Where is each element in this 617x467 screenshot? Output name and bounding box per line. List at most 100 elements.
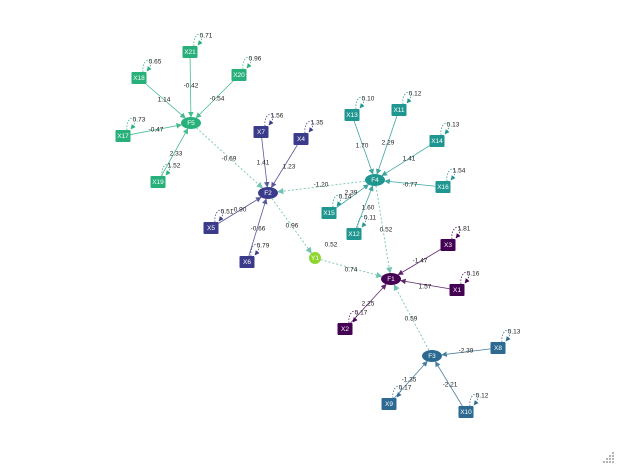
variance-loop-x10[interactable] <box>469 393 479 407</box>
edge-label-x10-f3: -2.21 <box>443 382 458 389</box>
variance-label-x7: 1.56 <box>271 113 284 120</box>
node-x6[interactable]: X6 <box>239 256 255 268</box>
variance-label-x20: 0.96 <box>249 56 262 63</box>
edge-x7-f2[interactable] <box>261 137 270 188</box>
variance-loop-x3[interactable] <box>451 226 461 240</box>
node-f1[interactable]: F1 <box>381 273 401 285</box>
variance-loop-x7[interactable] <box>264 113 274 127</box>
variance-loop-x9[interactable] <box>392 385 402 399</box>
node-x13[interactable]: X13 <box>344 109 360 121</box>
variance-loop-x6[interactable] <box>250 243 260 257</box>
edge-f5-f2[interactable] <box>196 127 263 189</box>
edge-x11-f4[interactable] <box>376 115 398 175</box>
edge-x6-f2[interactable] <box>248 198 268 257</box>
node-x14[interactable]: X14 <box>429 135 445 147</box>
node-x10[interactable]: X10 <box>458 406 474 418</box>
edge-x5-f2[interactable] <box>218 196 262 224</box>
node-shape-f1 <box>381 273 401 285</box>
edge-x18-f5[interactable] <box>145 83 186 119</box>
node-x1[interactable]: X1 <box>449 284 465 296</box>
node-shape-x14 <box>429 135 445 147</box>
variance-loop-x5[interactable] <box>214 209 224 223</box>
edge-x12-f4[interactable] <box>355 185 374 229</box>
node-x2[interactable]: X2 <box>337 323 353 335</box>
edge-x3-f1[interactable] <box>397 249 441 276</box>
node-label-x19: X19 <box>152 179 164 186</box>
node-y1[interactable]: Y1 <box>309 252 321 264</box>
node-label-x12: X12 <box>348 231 360 238</box>
variance-loop-x8[interactable] <box>501 329 511 343</box>
edge-x8-f3[interactable] <box>441 348 491 357</box>
node-f5[interactable]: F5 <box>181 117 201 129</box>
node-x7[interactable]: X7 <box>253 126 269 138</box>
edge-x19-f5[interactable] <box>161 128 189 177</box>
edge-x20-f5[interactable] <box>195 80 234 119</box>
edge-label-x16-f4: -0.77 <box>403 182 418 189</box>
variance-loop-x21[interactable] <box>193 33 203 47</box>
variance-loop-x1[interactable] <box>460 271 470 285</box>
node-x4[interactable]: X4 <box>293 133 309 145</box>
variance-loop-x20[interactable] <box>242 56 252 70</box>
edge-label-x12-f4: 1.60 <box>362 205 375 212</box>
edge-x13-f4[interactable] <box>353 120 374 175</box>
node-label-x2: X2 <box>341 326 349 333</box>
edge-x10-f3[interactable] <box>435 361 463 407</box>
node-shape-x16 <box>435 181 451 193</box>
node-x16[interactable]: X16 <box>435 181 451 193</box>
variance-loop-x16[interactable] <box>446 168 456 182</box>
node-x9[interactable]: X9 <box>381 398 397 410</box>
edge-f3-f1[interactable] <box>393 284 430 351</box>
variance-loop-x15[interactable] <box>332 194 342 208</box>
edge-y1-f1[interactable] <box>320 259 383 279</box>
edge-label-x18-f5: 1.14 <box>158 97 171 104</box>
node-label-x16: X16 <box>437 184 449 191</box>
variance-loop-x4[interactable] <box>304 120 314 134</box>
edge-f4-f1[interactable] <box>375 185 393 274</box>
edge-label-x6-f2: -0.66 <box>251 226 266 233</box>
node-shape-x13 <box>344 109 360 121</box>
variance-loop-x12[interactable] <box>357 215 367 229</box>
edge-x9-f3[interactable] <box>394 360 428 399</box>
variance-loop-x19[interactable] <box>161 163 171 177</box>
edge-x4-f2[interactable] <box>271 144 298 188</box>
edge-x16-f4[interactable] <box>384 178 436 187</box>
edge-f4-f2[interactable] <box>277 180 366 195</box>
variance-label-x8: 0.13 <box>508 329 521 336</box>
node-x8[interactable]: X8 <box>490 342 506 354</box>
node-x21[interactable]: X21 <box>182 46 198 58</box>
node-f2[interactable]: F2 <box>258 187 278 199</box>
edge-x17-f5[interactable] <box>130 123 183 135</box>
edge-x15-f4[interactable] <box>336 184 370 208</box>
edge-x21-f5[interactable] <box>188 57 194 118</box>
variance-loop-x17[interactable] <box>126 117 136 131</box>
node-x17[interactable]: X17 <box>115 130 131 142</box>
node-f3[interactable]: F3 <box>422 350 442 362</box>
node-x11[interactable]: X11 <box>391 104 407 116</box>
node-x15[interactable]: X15 <box>321 207 337 219</box>
node-shape-f5 <box>181 117 201 129</box>
node-x18[interactable]: X18 <box>131 72 147 84</box>
variance-loop-x11[interactable] <box>402 91 412 105</box>
node-x3[interactable]: X3 <box>440 239 456 251</box>
variance-loop-x14[interactable] <box>440 122 450 136</box>
edge-x14-f4[interactable] <box>381 145 430 176</box>
node-label-f1: F1 <box>387 276 395 283</box>
edge-x1-f1[interactable] <box>400 278 450 290</box>
variance-label-x19: 1.52 <box>168 163 181 170</box>
edge-f2-y1[interactable] <box>271 198 312 254</box>
node-x12[interactable]: X12 <box>346 228 362 240</box>
variance-loop-x13[interactable] <box>355 96 365 110</box>
variance-loop-x18[interactable] <box>142 59 152 73</box>
node-shape-f4 <box>365 174 385 186</box>
node-f4[interactable]: F4 <box>365 174 385 186</box>
node-label-x13: X13 <box>346 112 358 119</box>
variance-loop-x2[interactable] <box>348 310 358 324</box>
node-x5[interactable]: X5 <box>203 222 219 234</box>
resize-grip-icon[interactable] <box>601 451 615 465</box>
edge-label-x3-f1: -1.47 <box>413 258 428 265</box>
node-x19[interactable]: X19 <box>150 176 166 188</box>
node-label-x9: X9 <box>385 401 393 408</box>
node-x20[interactable]: X20 <box>231 69 247 81</box>
